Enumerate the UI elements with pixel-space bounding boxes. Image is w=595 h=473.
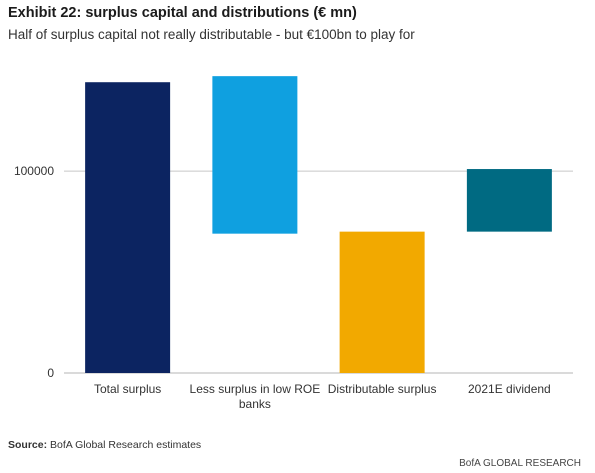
bar [466,169,552,232]
x-category-label: Total surplus [94,382,161,396]
source-note: Source: BofA Global Research estimates [8,439,201,451]
x-category-label: banks [239,397,271,411]
brand-footer: BofA GLOBAL RESEARCH [459,458,581,469]
bar [85,82,171,374]
bar [212,76,298,234]
x-category-label: 2021E dividend [468,382,551,396]
x-category-label: Less surplus in low ROE [190,382,321,396]
y-tick-label: 100000 [14,164,54,178]
source-text: BofA Global Research estimates [50,439,202,451]
source-label: Source: [8,439,48,451]
bar [339,231,425,373]
y-tick-label: 0 [47,366,54,380]
chart-subtitle: Half of surplus capital not really distr… [8,27,415,42]
x-category-label: Distributable surplus [328,382,437,396]
chart-title: Exhibit 22: surplus capital and distribu… [8,5,357,21]
